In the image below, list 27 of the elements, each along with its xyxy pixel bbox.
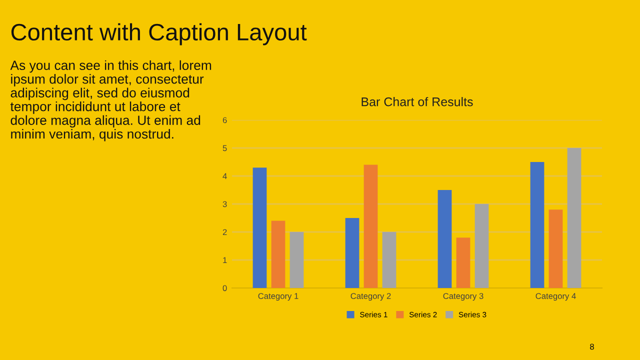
- y-tick-label: 2: [222, 229, 227, 236]
- bar: [364, 164, 378, 288]
- x-tick-label: Category 1: [258, 293, 298, 301]
- x-tick-label: Category 3: [443, 293, 484, 301]
- x-tick-label: Category 4: [536, 293, 576, 301]
- bar: [438, 190, 452, 288]
- y-tick-label: 3: [222, 201, 227, 208]
- y-tick-label: 5: [222, 145, 227, 152]
- bar: [567, 148, 582, 288]
- y-tick-label: 6: [222, 117, 227, 124]
- y-tick-label: 4: [222, 173, 227, 180]
- bar: [382, 232, 396, 288]
- bar: [271, 220, 286, 288]
- text: As you can see in this chart, lorem ipsum dolor sit amet, consectetur adipiscing elit, sed do eiusmod tempor incididunt ut labore et dolore magna aliqua. Ut enim ad minim veniam, quis nostrud.: [10, 60, 212, 142]
- bar: [290, 232, 304, 288]
- bar: [530, 162, 544, 288]
- bar: [345, 218, 360, 288]
- bar: [548, 210, 563, 288]
- bar: [456, 238, 470, 288]
- x-tick-label: Category 2: [350, 293, 391, 301]
- text: 8: [590, 344, 594, 350]
- chart-title: Bar Chart of Results: [362, 97, 473, 106]
- bar: [474, 204, 489, 288]
- y-tick-label: 1: [223, 257, 227, 264]
- y-tick-label: 0: [222, 285, 227, 292]
- text: Content with Caption Layout: [11, 23, 307, 46]
- bar: [252, 168, 267, 288]
